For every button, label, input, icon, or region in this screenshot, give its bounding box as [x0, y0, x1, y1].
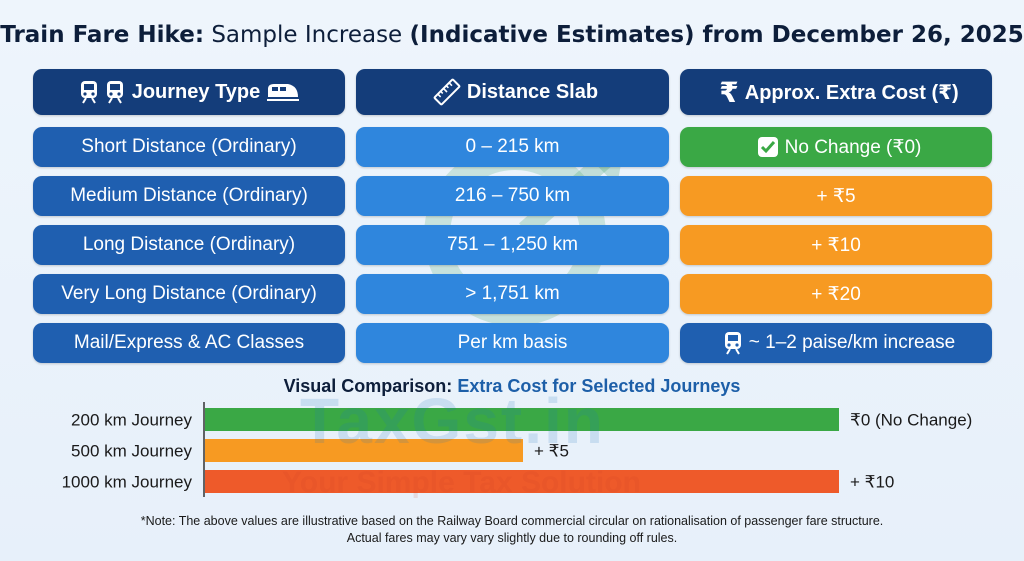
table-row-5-cost: ~ 1–2 paise/km increase [680, 323, 992, 363]
table-row-3-cost: + ₹10 [680, 225, 992, 265]
ruler-icon [433, 78, 461, 106]
chart-data-label: + ₹5 [534, 442, 569, 461]
chart-bar [205, 439, 523, 462]
table-row-3-distance: 751 – 1,250 km [356, 225, 669, 265]
chart-data-label: ₹0 (No Change) [850, 411, 972, 430]
table-row-1-journey: Short Distance (Ordinary) [33, 127, 345, 167]
page-title: Train Fare Hike: Sample Increase (Indica… [0, 22, 1024, 48]
chart-bar [205, 408, 839, 431]
table-row-1-distance: 0 – 215 km [356, 127, 669, 167]
train-icon [104, 80, 126, 104]
bar-chart: 200 km Journey ₹0 (No Change) 500 km Journ… [62, 402, 972, 497]
table-row-2-journey: Medium Distance (Ordinary) [33, 176, 345, 216]
train-icon [723, 331, 743, 355]
header-distance-slab: Distance Slab [356, 69, 669, 115]
footnote-line-2: Actual fares may vary vary slightly due … [346, 531, 678, 545]
rupee-icon: ₹ [719, 76, 739, 108]
table-row-4-journey: Very Long Distance (Ordinary) [33, 274, 345, 314]
chart-category-label: 200 km Journey [71, 411, 192, 430]
train-icon [78, 80, 100, 104]
header-extra-cost: ₹ Approx. Extra Cost (₹) [680, 69, 992, 115]
chart-bar [205, 470, 839, 493]
train-icon [266, 81, 300, 103]
chart-data-label: + ₹10 [850, 473, 894, 492]
table-row-5-distance: Per km basis [356, 323, 669, 363]
check-icon [757, 136, 779, 158]
table-row-2-cost: + ₹5 [680, 176, 992, 216]
chart-title: Visual Comparison: Extra Cost for Select… [283, 376, 741, 396]
table-row-4-distance: > 1,751 km [356, 274, 669, 314]
table-row-5-journey: Mail/Express & AC Classes [33, 323, 345, 363]
footnote-line-1: *Note: The above values are illustrative… [140, 514, 884, 528]
table-row-2-distance: 216 – 750 km [356, 176, 669, 216]
table-row-3-journey: Long Distance (Ordinary) [33, 225, 345, 265]
chart-category-label: 1000 km Journey [62, 473, 193, 492]
footnote: *Note: The above values are illustrative… [0, 513, 1024, 547]
chart-category-label: 500 km Journey [71, 442, 192, 461]
table-row-4-cost: + ₹20 [680, 274, 992, 314]
header-journey-type: Journey Type [33, 69, 345, 115]
table-row-1-cost: No Change (₹0) [680, 127, 992, 167]
